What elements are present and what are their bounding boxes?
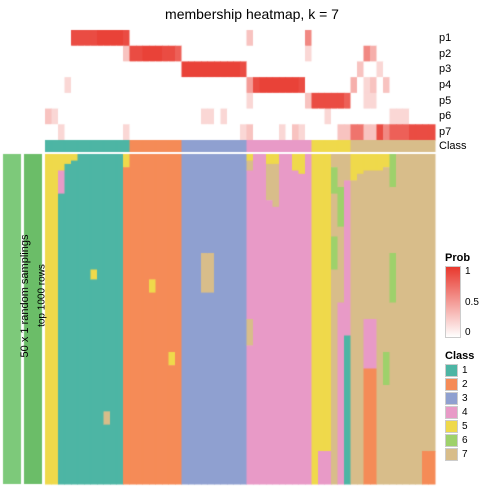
inner-side-label: top 1000 rows [37,236,48,356]
heatmap-canvas [0,0,504,504]
class-legend-item: 6 [445,434,474,447]
class-legend-item: 2 [445,378,474,391]
row-label: p4 [439,79,451,91]
class-legend-item: 7 [445,448,474,461]
class-legend-item: 5 [445,420,474,433]
row-label: p2 [439,48,451,60]
prob-legend-title: Prob [445,252,479,264]
prob-legend: Prob 1 0.5 0 [445,250,479,338]
chart-title: membership heatmap, k = 7 [0,6,504,22]
class-legend-item: 3 [445,392,474,405]
class-legend-title: Class [445,350,474,362]
prob-tick: 0 [465,327,479,338]
prob-gradient [445,266,461,338]
row-label: Class [439,140,467,152]
outer-side-label: 50 x 1 random samplings [19,216,31,376]
class-legend: Class 1234567 [445,348,474,462]
class-legend-item: 1 [445,364,474,377]
prob-tick: 1 [465,266,479,277]
row-label: p7 [439,126,451,138]
class-legend-item: 4 [445,406,474,419]
row-label: p6 [439,110,451,122]
row-label: p1 [439,32,451,44]
prob-tick: 0.5 [465,297,479,308]
row-label: p5 [439,95,451,107]
row-label: p3 [439,63,451,75]
